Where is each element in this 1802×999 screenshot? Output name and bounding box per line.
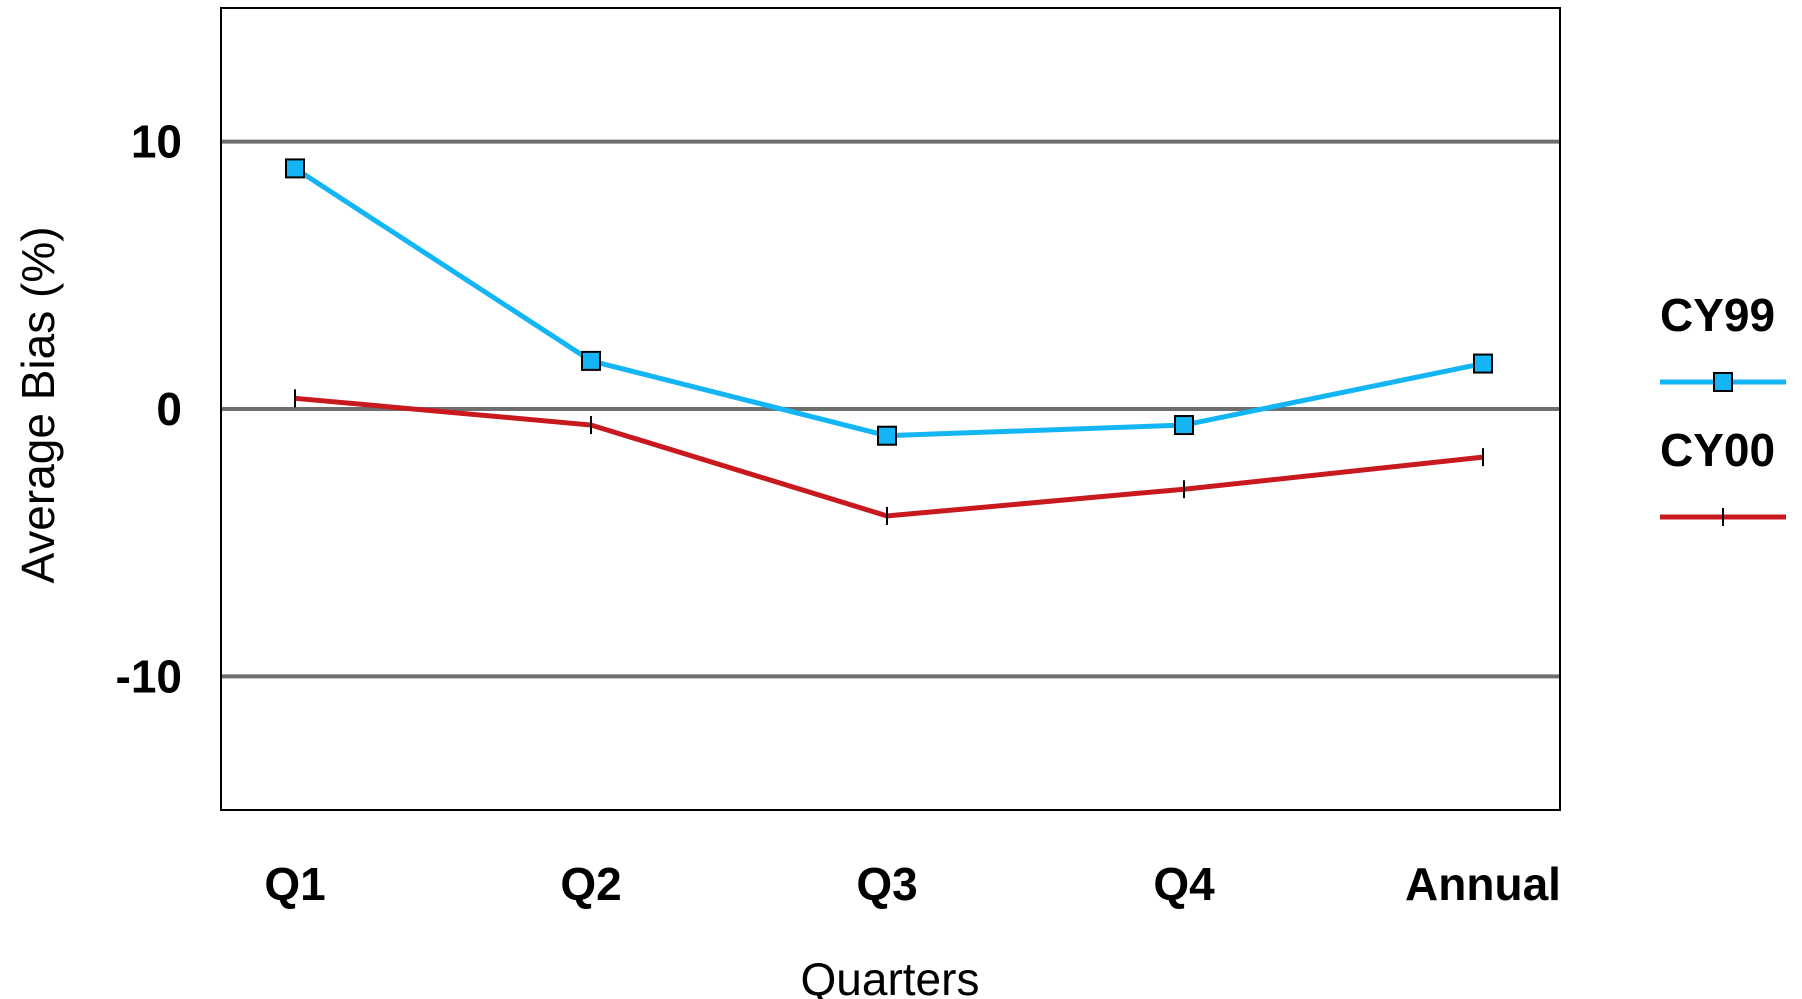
y-tick-label: 0: [156, 383, 182, 435]
x-tick-label: Q1: [264, 858, 325, 910]
data-point-cy99: [285, 158, 305, 179]
x-tick-labels: Q1 Q2 Q3 Q4 Annual: [264, 858, 1561, 910]
y-axis-title: Average Bias (%): [12, 226, 64, 583]
legend: CY99 CY00: [1660, 289, 1786, 526]
y-tick-label: 10: [131, 116, 182, 168]
y-tick-labels: -10 0 10: [116, 116, 182, 703]
plot-frame: [220, 7, 1561, 811]
series-lines: [285, 158, 1493, 525]
data-point-cy99: [581, 350, 601, 371]
x-axis-title: Quarters: [801, 953, 980, 999]
grid-lines: [221, 139, 1560, 679]
data-point-cy99: [1174, 415, 1194, 436]
x-tick-label: Q3: [856, 858, 917, 910]
legend-label-cy99: CY99: [1660, 289, 1775, 341]
series-line-cy00: [294, 395, 1484, 519]
x-tick-label: Q2: [560, 858, 621, 910]
x-tick-label: Annual: [1405, 858, 1561, 910]
series-line-cy99: [293, 166, 1484, 439]
data-point-cy99: [877, 425, 897, 446]
x-tick-label: Q4: [1153, 858, 1215, 910]
legend-marker-cy99: [1713, 372, 1733, 392]
legend-label-cy00: CY00: [1660, 424, 1775, 476]
data-point-cy99: [1473, 353, 1493, 374]
y-tick-label: -10: [116, 650, 182, 702]
